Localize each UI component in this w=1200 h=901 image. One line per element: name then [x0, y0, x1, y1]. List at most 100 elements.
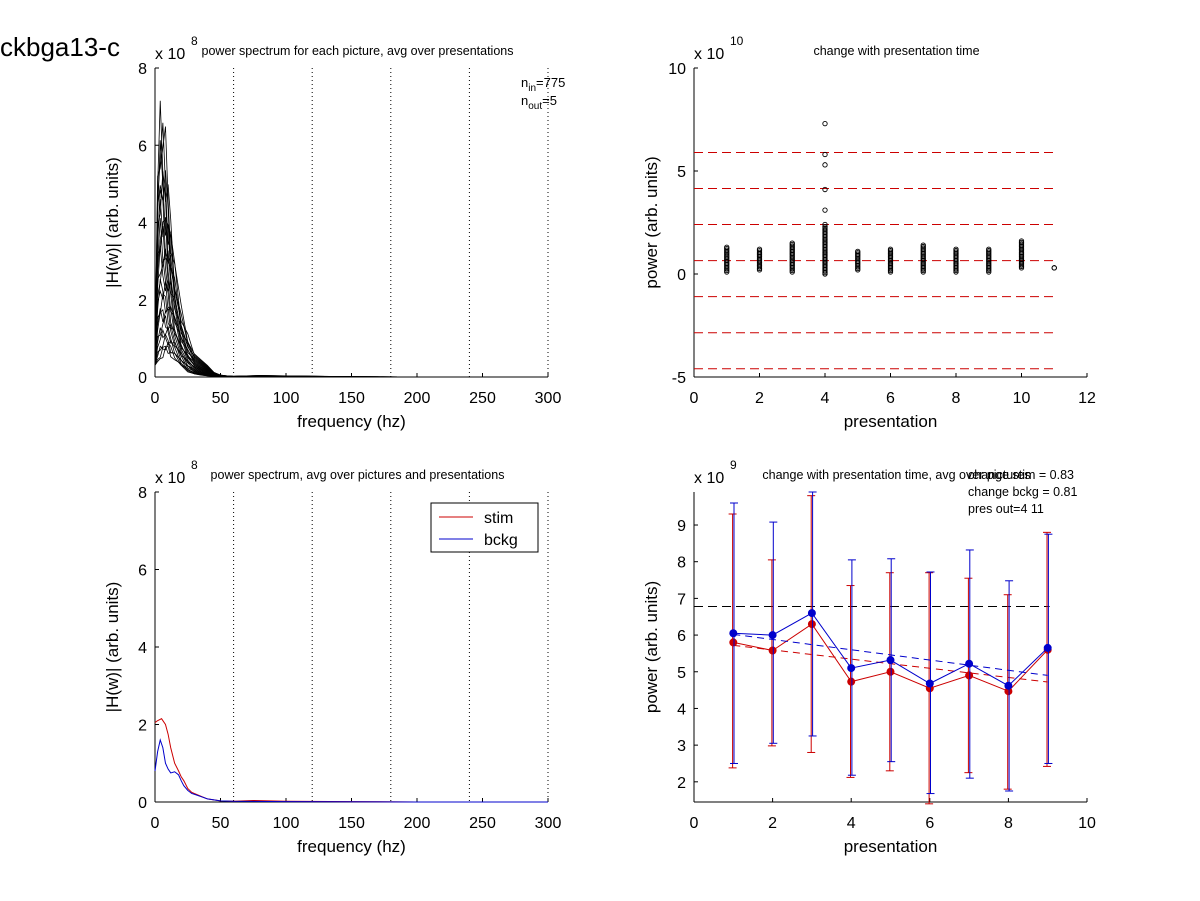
x-tick-label: 10: [1013, 390, 1031, 407]
y-tick-label: 5: [677, 164, 686, 181]
annotation-base: n: [521, 75, 528, 90]
y-axis-label: |H(w)| (arb. units): [103, 582, 122, 713]
spectrum-line: [154, 328, 548, 378]
y-tick-label: 8: [138, 61, 147, 78]
data-point: [986, 246, 992, 252]
x-tick-label: 10: [1078, 815, 1096, 832]
x-tick-label: 250: [469, 390, 496, 407]
series-line-stim: [154, 718, 548, 803]
spectrum-line: [154, 189, 548, 378]
spectrum-line: [154, 308, 548, 378]
data-point-stim: [847, 677, 856, 686]
sample-count-annotation: nin=775: [521, 75, 565, 94]
spectrum-line: [154, 308, 548, 378]
y-tick-label: 8: [677, 555, 686, 572]
data-point-bckg: [965, 659, 974, 668]
x-tick-label: 2: [768, 815, 777, 832]
y-tick-label: 2: [138, 293, 147, 310]
data-point: [822, 223, 828, 230]
series-line-bckg: [154, 738, 548, 803]
exponent-power: 9: [730, 458, 737, 472]
legend-label-stim: stim: [484, 510, 513, 527]
spectrum-line: [154, 248, 548, 378]
panel-title: power spectrum, avg over pictures and pr…: [211, 468, 505, 482]
outlier-point: [822, 162, 828, 168]
y-tick-label: 7: [677, 591, 686, 608]
data-point: [756, 246, 763, 252]
x-axis-label: presentation: [844, 412, 938, 431]
stat-annotation: change bckg = 0.81: [968, 485, 1078, 499]
data-point-stim: [729, 638, 738, 647]
exponent-label: x 10: [155, 46, 185, 63]
x-axis-label: frequency (hz): [297, 837, 406, 856]
y-tick-label: 8: [138, 485, 147, 502]
data-point-bckg: [768, 631, 777, 640]
trend-line-bckg: [733, 633, 1048, 676]
y-tick-label: 3: [677, 738, 686, 755]
y-tick-label: 4: [677, 701, 686, 718]
stat-annotation: pres out=4 11: [968, 502, 1044, 516]
x-tick-label: 100: [273, 390, 300, 407]
panel-title: change with presentation time, avg over …: [762, 468, 1030, 482]
data-point-bckg: [925, 679, 934, 688]
data-point: [953, 246, 959, 252]
x-tick-label: 6: [886, 390, 895, 407]
legend-label-bckg: bckg: [484, 532, 518, 549]
p3-panel: 0 50 100 150 200 250 300 0 2 4 6 8 x 10 8 power spectr…: [103, 458, 561, 856]
exponent-label: x 10: [694, 470, 724, 487]
x-tick-label: 200: [404, 815, 431, 832]
data-point-stim: [886, 667, 895, 676]
x-tick-label: 100: [273, 815, 300, 832]
spectrum-line: [154, 333, 548, 378]
x-tick-label: 2: [755, 390, 764, 407]
p1-panel: 0 50 100 150 200 250 300 0 2 4 6 8 x 10 8 power spectr…: [103, 34, 565, 431]
data-point: [1051, 265, 1057, 271]
x-axis-label: presentation: [844, 837, 938, 856]
exponent-power: 8: [191, 458, 198, 472]
data-point-bckg: [729, 629, 738, 638]
data-point: [920, 242, 926, 248]
outlier-point: [822, 186, 828, 193]
y-tick-label: 5: [677, 665, 686, 682]
exponent-power: 10: [730, 34, 744, 48]
spectrum-line: [154, 140, 548, 378]
exponent-label: x 10: [155, 470, 185, 487]
data-point: [789, 240, 795, 246]
y-tick-label: 0: [677, 267, 686, 284]
exponent-label: x 10: [694, 46, 724, 63]
spectrum-line: [154, 199, 548, 378]
y-tick-label: 10: [668, 61, 686, 78]
spectrum-line: [154, 218, 548, 378]
spectrum-line: [154, 259, 548, 378]
x-tick-label: 8: [1004, 815, 1013, 832]
y-tick-label: 4: [138, 640, 147, 657]
x-axis-label: frequency (hz): [297, 412, 406, 431]
y-tick-label: 0: [138, 370, 147, 387]
outlier-point: [822, 207, 828, 213]
x-tick-label: 8: [952, 390, 961, 407]
x-tick-label: 6: [925, 815, 934, 832]
data-point-bckg: [886, 656, 895, 665]
spectrum-line: [154, 292, 548, 378]
legend: stim bckg: [430, 502, 539, 553]
data-point: [855, 248, 861, 254]
figure-title: ckbga13-c: [0, 32, 120, 62]
data-point-bckg: [847, 664, 856, 673]
annotation-subscript: in: [528, 83, 536, 94]
annotation-base: n: [521, 93, 528, 108]
spectrum-line: [154, 278, 548, 378]
y-tick-label: 9: [677, 518, 686, 535]
outlier-point: [822, 221, 828, 228]
y-axis-label: power (arb. units): [642, 156, 661, 288]
data-point-stim: [965, 671, 974, 680]
x-tick-label: 0: [151, 390, 160, 407]
x-tick-label: 150: [338, 390, 365, 407]
y-axis-label: |H(w)| (arb. units): [103, 157, 122, 288]
stat-annotation: change stim = 0.83: [968, 468, 1074, 482]
y-tick-label: 0: [138, 795, 147, 812]
x-tick-label: 50: [212, 390, 230, 407]
y-tick-label: 2: [677, 775, 686, 792]
annotation-value: =5: [542, 93, 557, 108]
outlier-point: [822, 120, 828, 127]
